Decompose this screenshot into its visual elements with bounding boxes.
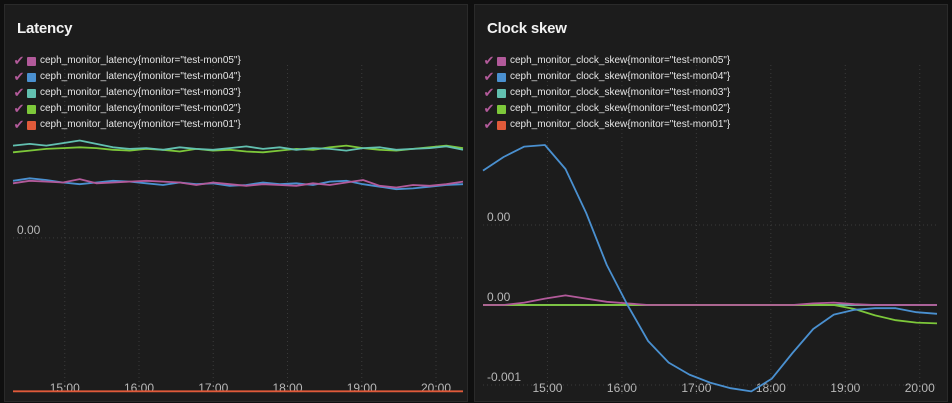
series-line <box>12 139 464 152</box>
legend-item[interactable]: ✔ ceph_monitor_clock_skew{monitor="test-m… <box>483 117 731 133</box>
x-tick-label: 17:00 <box>198 381 228 395</box>
legend-label[interactable]: ceph_monitor_clock_skew{monitor="test-mo… <box>510 119 731 130</box>
x-tick-label: 19:00 <box>830 381 860 395</box>
checkmark-icon[interactable]: ✔ <box>13 85 25 100</box>
y-tick-label: -0.001 <box>487 370 521 384</box>
panel-title[interactable]: Latency <box>17 20 73 37</box>
legend-label[interactable]: ceph_monitor_latency{monitor="test-mon03… <box>40 87 241 98</box>
legend-item[interactable]: ✔ ceph_monitor_latency{monitor="test-mon0… <box>13 69 241 85</box>
series-line <box>483 294 937 306</box>
y-tick-label: 0.00 <box>487 290 511 304</box>
legend-item[interactable]: ✔ ceph_monitor_clock_skew{monitor="test-m… <box>483 85 731 101</box>
legend-label[interactable]: ceph_monitor_latency{monitor="test-mon02… <box>40 103 241 114</box>
legend-item[interactable]: ✔ ceph_monitor_latency{monitor="test-mon0… <box>13 53 241 69</box>
x-tick-label: 18:00 <box>272 381 302 395</box>
x-tick-label: 18:00 <box>756 381 786 395</box>
series-line <box>482 144 938 393</box>
checkmark-icon[interactable]: ✔ <box>13 117 25 132</box>
latency-panel: Latency 15:00 16:00 17:00 18:00 19:00 20:00 0.… <box>4 4 468 402</box>
legend-swatch <box>27 120 36 130</box>
legend-swatch <box>497 56 506 66</box>
checkmark-icon[interactable]: ✔ <box>13 53 25 68</box>
checkmark-icon[interactable]: ✔ <box>483 53 495 68</box>
legend-label[interactable]: ceph_monitor_latency{monitor="test-mon05… <box>40 55 241 66</box>
x-tick-label: 15:00 <box>50 381 80 395</box>
legend-item[interactable]: ✔ ceph_monitor_clock_skew{monitor="test-m… <box>483 101 731 117</box>
legend-label[interactable]: ceph_monitor_latency{monitor="test-mon04… <box>40 71 241 82</box>
legend-swatch <box>497 88 506 98</box>
clock-skew-chart: 15:00 16:00 17:00 18:00 19:00 20:00 0.00 0.00 -0… <box>482 65 938 397</box>
legend-label[interactable]: ceph_monitor_clock_skew{monitor="test-mo… <box>510 55 731 66</box>
checkmark-icon[interactable]: ✔ <box>13 69 25 84</box>
legend-label[interactable]: ceph_monitor_clock_skew{monitor="test-mo… <box>510 103 731 114</box>
legend-swatch <box>27 56 36 66</box>
checkmark-icon[interactable]: ✔ <box>483 85 495 100</box>
legend-item[interactable]: ✔ ceph_monitor_latency{monitor="test-mon0… <box>13 85 241 101</box>
legend-swatch <box>497 120 506 130</box>
legend-item[interactable]: ✔ ceph_monitor_clock_skew{monitor="test-m… <box>483 69 731 85</box>
legend-item[interactable]: ✔ ceph_monitor_latency{monitor="test-mon0… <box>13 101 241 117</box>
checkmark-icon[interactable]: ✔ <box>483 117 495 132</box>
series-line <box>12 144 464 154</box>
legend-label[interactable]: ceph_monitor_latency{monitor="test-mon01… <box>40 119 241 130</box>
legend-item[interactable]: ✔ ceph_monitor_clock_skew{monitor="test-m… <box>483 53 731 69</box>
legend-swatch <box>27 72 36 82</box>
series-line <box>483 304 938 325</box>
x-tick-label: 15:00 <box>532 381 562 395</box>
x-tick-label: 19:00 <box>347 381 377 395</box>
y-tick-label: 0.00 <box>487 210 511 224</box>
x-tick-label: 20:00 <box>905 381 935 395</box>
clock-skew-panel: Clock skew 15:00 16:00 17:00 18:00 19:00 20:0… <box>474 4 948 402</box>
legend: ✔ ceph_monitor_clock_skew{monitor="test-m… <box>483 53 731 133</box>
legend-label[interactable]: ceph_monitor_clock_skew{monitor="test-mo… <box>510 87 731 98</box>
legend-swatch <box>497 72 506 82</box>
legend-swatch <box>27 88 36 98</box>
legend-item[interactable]: ✔ ceph_monitor_latency{monitor="test-mon0… <box>13 117 241 133</box>
x-tick-label: 20:00 <box>421 381 451 395</box>
checkmark-icon[interactable]: ✔ <box>483 69 495 84</box>
legend-swatch <box>497 104 506 114</box>
legend-label[interactable]: ceph_monitor_clock_skew{monitor="test-mo… <box>510 71 731 82</box>
checkmark-icon[interactable]: ✔ <box>483 101 495 116</box>
legend: ✔ ceph_monitor_latency{monitor="test-mon0… <box>13 53 241 133</box>
panel-title[interactable]: Clock skew <box>487 20 567 37</box>
x-tick-label: 17:00 <box>681 381 711 395</box>
y-tick-label: 0.00 <box>17 223 41 237</box>
x-tick-label: 16:00 <box>124 381 154 395</box>
latency-chart: 15:00 16:00 17:00 18:00 19:00 20:00 0.00 <box>12 65 464 395</box>
series-line <box>12 178 464 189</box>
x-tick-label: 16:00 <box>607 381 637 395</box>
legend-swatch <box>27 104 36 114</box>
checkmark-icon[interactable]: ✔ <box>13 101 25 116</box>
